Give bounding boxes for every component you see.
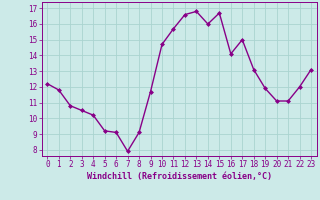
- X-axis label: Windchill (Refroidissement éolien,°C): Windchill (Refroidissement éolien,°C): [87, 172, 272, 181]
